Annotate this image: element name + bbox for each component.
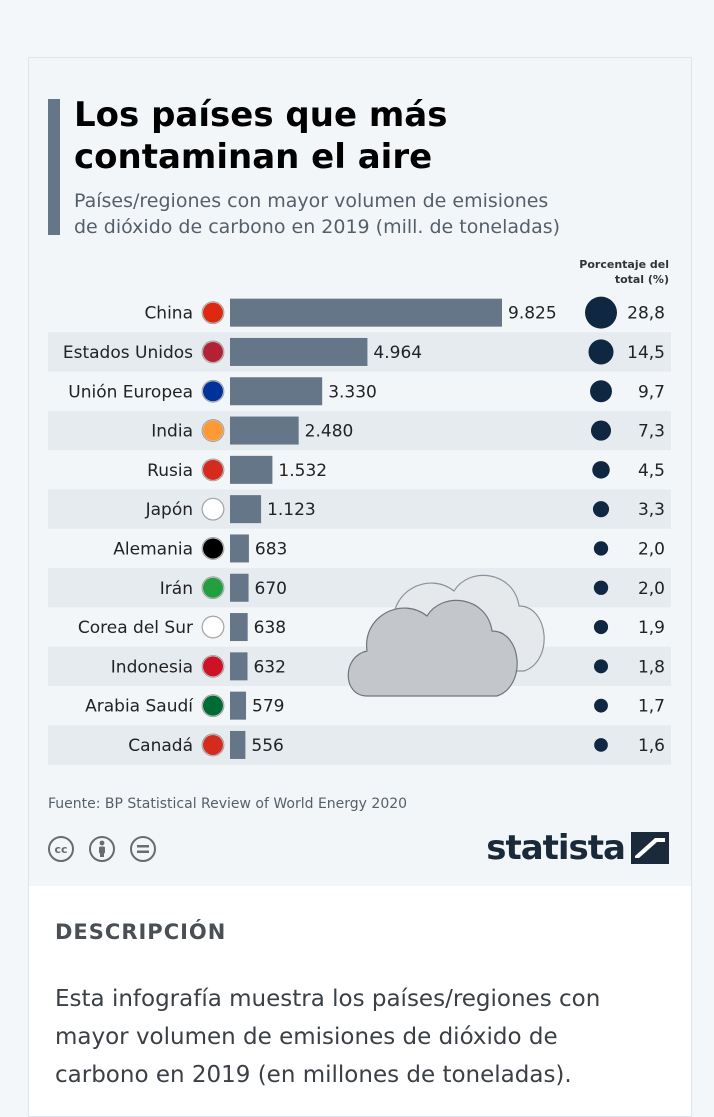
percent-label: 1,9 [638, 618, 665, 638]
percent-label: 3,3 [638, 500, 665, 520]
flag-fill [203, 499, 223, 520]
value-label: 638 [254, 618, 286, 638]
bar [230, 691, 247, 720]
source-note: Fuente: BP Statistical Review of World E… [48, 796, 408, 812]
attribution-icon[interactable] [89, 836, 115, 862]
value-label: 683 [255, 539, 287, 559]
bar [230, 416, 299, 445]
no-derivatives-icon[interactable] [130, 836, 156, 862]
flag-fill [203, 577, 223, 598]
flag-fill [203, 695, 223, 716]
row-stripe [48, 725, 671, 765]
percent-bubble [593, 541, 609, 556]
country-label: Corea del Sur [78, 618, 193, 638]
country-label: Canadá [128, 736, 193, 756]
percent-column-header: Porcentaje del total (%) [579, 258, 669, 286]
percent-label: 1,6 [638, 736, 665, 756]
row-stripe [48, 568, 671, 608]
flag-fill [203, 420, 223, 441]
flag-fill [203, 617, 223, 638]
statista-mark-icon [631, 832, 669, 864]
value-label: 670 [255, 579, 287, 599]
percent-label: 28,8 [627, 304, 665, 324]
cloud-shape [347, 599, 518, 697]
title-accent-bar [48, 99, 60, 235]
flag-fill [203, 459, 223, 480]
percent-label: 2,0 [638, 539, 665, 559]
country-label: Alemania [113, 539, 193, 559]
bar [230, 495, 262, 524]
flag-fill [203, 656, 223, 677]
description-text: Esta infografía muestra los países/regio… [55, 986, 601, 1088]
country-label: Arabia Saudí [85, 697, 194, 717]
percent-label: 7,3 [638, 422, 665, 442]
bar [230, 337, 368, 366]
value-label: 4.964 [373, 343, 422, 363]
percent-label: 9,7 [638, 382, 665, 402]
flag-fill [203, 734, 223, 755]
infographic: Los países que más contaminan el aire Pa… [29, 58, 691, 886]
country-label: Irán [160, 579, 193, 599]
country-label: India [151, 422, 193, 442]
infographic-card: Los países que más contaminan el aire Pa… [28, 57, 692, 1117]
country-label: Japón [145, 500, 193, 520]
chart-subtitle: Países/regiones con mayor volumen de emi… [74, 190, 561, 238]
value-label: 1.123 [267, 500, 316, 520]
bar [230, 298, 502, 327]
percent-bubble [593, 580, 609, 595]
bar [230, 377, 323, 406]
cloud-illustration-icon [347, 574, 545, 697]
row-stripe [48, 410, 671, 451]
percent-bubble [588, 339, 614, 365]
percent-bubble [593, 619, 609, 635]
bar [230, 573, 249, 602]
percent-bubble [594, 659, 608, 674]
bar [230, 534, 249, 563]
bar [230, 613, 248, 642]
country-label: Unión Europea [68, 382, 193, 402]
statista-wordmark: statista [486, 828, 626, 868]
percent-bubble [585, 296, 617, 329]
description-heading: DESCRIPCIÓN [55, 920, 227, 944]
percent-bubble [594, 698, 608, 713]
country-label: China [144, 304, 193, 324]
percent-label: 1,8 [638, 657, 665, 677]
value-label: 556 [251, 736, 283, 756]
percent-bubble [594, 738, 608, 752]
country-label: Rusia [147, 461, 193, 481]
value-label: 1.532 [278, 461, 327, 481]
percent-bubble [590, 420, 612, 441]
percent-label: 4,5 [638, 461, 665, 481]
bar [230, 455, 273, 484]
flag-fill [203, 302, 223, 323]
country-label: Indonesia [111, 657, 193, 677]
statista-logo[interactable]: statista [486, 828, 669, 868]
percent-bubble [590, 380, 612, 403]
value-label: 9.825 [508, 304, 557, 324]
percent-label: 14,5 [627, 343, 665, 363]
percent-label: 1,7 [638, 697, 665, 717]
value-label: 3.330 [328, 382, 377, 402]
value-label: 2.480 [305, 422, 354, 442]
percent-label: 2,0 [638, 579, 665, 599]
percent-bubble [592, 501, 610, 518]
value-label: 632 [253, 657, 285, 677]
country-label: Estados Unidos [63, 343, 193, 363]
bar [230, 730, 246, 759]
creative-commons-icon[interactable]: cc [48, 836, 74, 862]
flag-fill [203, 538, 223, 559]
flag-fill [203, 341, 223, 362]
value-label: 579 [252, 697, 284, 717]
bar [230, 652, 248, 681]
bar-chart: China 9.825 28,8 Estados Unidos 4.964 14,5 Uni… [48, 296, 671, 765]
chart-title: Los países que más contaminan el aire [74, 95, 448, 177]
row-stripe [48, 489, 671, 529]
flag-fill [203, 381, 223, 402]
percent-bubble [592, 461, 610, 479]
